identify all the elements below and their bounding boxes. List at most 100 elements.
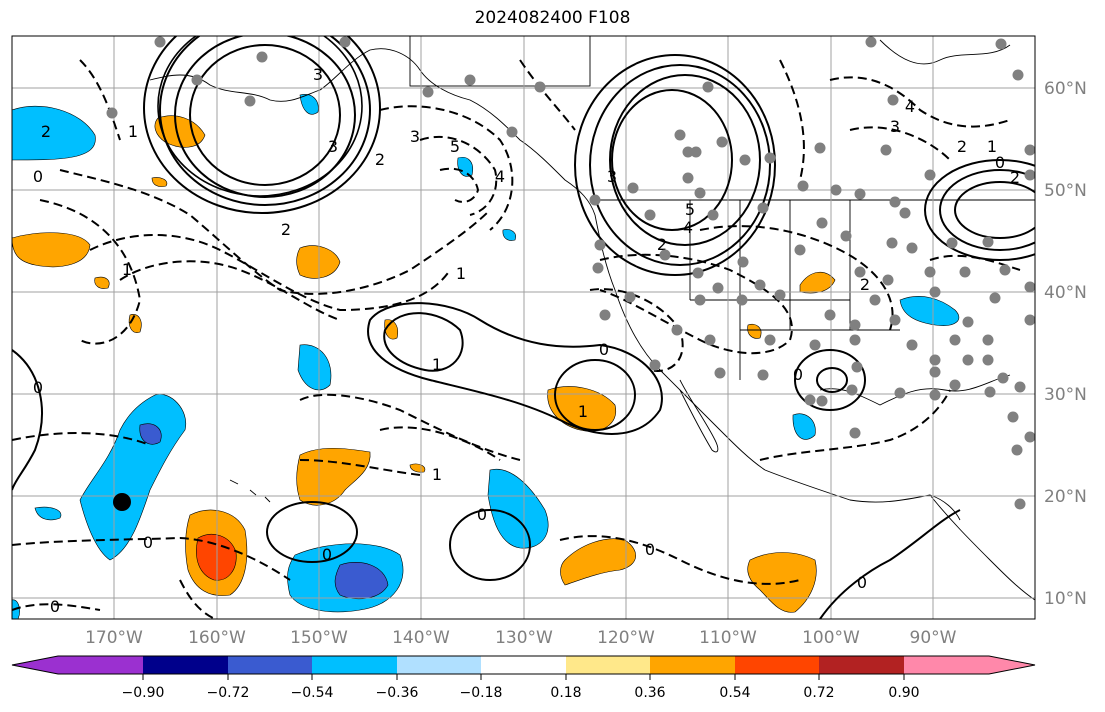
dashed-contour: [179, 579, 216, 619]
contour-high-aleutian: [143, 36, 381, 214]
colorbar-extend-right: [989, 656, 1035, 674]
colorbar-tick: 0.54: [719, 685, 750, 701]
lat-tick: 30°N: [1044, 385, 1087, 405]
contour-label: 3: [328, 137, 338, 156]
baja: [679, 379, 719, 453]
lon-tick: 90°W: [910, 628, 957, 648]
contour-label: 2: [657, 235, 667, 254]
dashed-contour: [12, 536, 291, 581]
contour-label: 3: [313, 65, 323, 84]
colorbar-segment: [397, 656, 481, 674]
orange-region: [94, 276, 110, 289]
contour-gulf: [794, 349, 866, 411]
orange-region: [799, 272, 836, 294]
colorbar-tick: 0.72: [803, 685, 834, 701]
colorbar-extend-left: [12, 656, 58, 674]
contour-high-west: [574, 54, 776, 276]
colorbar-segment: [228, 656, 312, 674]
solid-contours: [12, 36, 1035, 619]
orange-region-red: [196, 534, 237, 581]
contour-label: 2: [1010, 168, 1020, 187]
canada-box: [409, 36, 591, 87]
contour-label: 0: [33, 167, 43, 186]
colorbar-tick: −0.72: [207, 685, 250, 701]
contour-high-aleutian: [189, 44, 341, 186]
colorbar-segment: [312, 656, 397, 674]
colorbar-tick: −0.90: [122, 685, 165, 701]
mexico-coast: [764, 469, 961, 521]
contour-label: 1: [456, 264, 466, 283]
blue-region: [792, 413, 816, 440]
station-dots: [106, 36, 1035, 510]
contour-label: 1: [122, 260, 132, 279]
dashed-contour: [379, 426, 501, 461]
dashed-contour: [439, 167, 480, 203]
alaska-coast: [149, 48, 596, 216]
lat-tick: 20°N: [1044, 487, 1087, 507]
orange-region: [296, 448, 371, 506]
contour-labels: 2 1 0 3 2 3 2 1 5 4 3 2 1 1 0 1 0 1 0 0 …: [33, 65, 1020, 616]
contour-high-aleutian: [157, 36, 363, 197]
colorbar-segment: [904, 656, 989, 674]
colorbar-segment: [819, 656, 904, 674]
contour-label: 1: [578, 402, 588, 421]
dashed-contour: [39, 199, 142, 345]
colorbar-segment: [143, 656, 228, 674]
dashed-contour: [89, 234, 451, 312]
contour-label: 2: [957, 137, 967, 156]
colorbar-tick: −0.18: [460, 685, 503, 701]
dashed-contour: [12, 432, 151, 446]
blue-region-dark: [334, 562, 389, 600]
colorbar-tick: −0.54: [291, 685, 334, 701]
colorbar-outline: [11, 655, 1036, 675]
contour-high-east: [954, 181, 1035, 239]
blue-region: [34, 506, 62, 521]
orange-region: [296, 245, 341, 279]
blue-region: [899, 296, 960, 326]
contour-gulf-inner: [816, 367, 848, 393]
colorbar-tick: 0.18: [550, 685, 581, 701]
lat-tick: 60°N: [1044, 79, 1087, 99]
contour-label: 0: [857, 573, 867, 592]
orange-region: [547, 386, 617, 432]
contour-0-s: [266, 501, 358, 563]
colorbar: −0.90 −0.72 −0.54 −0.36 −0.18 0.18 0.36 …: [11, 655, 1036, 701]
colorbar-segment: [735, 656, 819, 674]
contour-label: 4: [905, 97, 915, 116]
dashed-contour: [559, 535, 801, 585]
dashed-contour: [299, 393, 521, 461]
dashed-contour: [929, 254, 1021, 271]
contour-label: 1: [128, 122, 138, 141]
dashed-contour: [779, 59, 805, 181]
dashed-contour: [519, 59, 576, 131]
dashed-contour: [699, 225, 894, 331]
blue-region: [502, 229, 516, 241]
lat-tick: 10°N: [1044, 589, 1087, 609]
contour-high-aleutian: [159, 36, 371, 206]
contour-high-east: [939, 169, 1035, 251]
contour-label: 0: [793, 365, 803, 384]
contour-label: 0: [599, 340, 609, 359]
contour-label: 2: [375, 150, 385, 169]
contour-label: 0: [322, 545, 332, 564]
dashed-contour: [119, 260, 341, 321]
orange-region: [12, 232, 91, 268]
contour-label: 3: [890, 117, 900, 136]
contour-high-west: [589, 64, 771, 266]
contour-label: 3: [410, 127, 420, 146]
contour-label: 0: [995, 153, 1005, 172]
contour-label: 3: [607, 167, 617, 186]
colorbar-tick: 0.90: [888, 685, 919, 701]
map-title: 2024082400 F108: [474, 8, 631, 28]
hawaii: [229, 479, 271, 503]
dashed-contour: [829, 76, 1011, 128]
longitude-ticks: 170°W 160°W 150°W 140°W 130°W 120°W 110°…: [85, 628, 957, 648]
orange-region: [747, 323, 762, 339]
orange-region: [151, 177, 168, 187]
contour-label: 0: [33, 378, 43, 397]
dashed-contour: [299, 459, 421, 476]
hudson: [879, 39, 1011, 65]
lon-tick: 170°W: [85, 628, 143, 648]
blue-region: [299, 94, 319, 115]
contour-label: 1: [987, 137, 997, 156]
